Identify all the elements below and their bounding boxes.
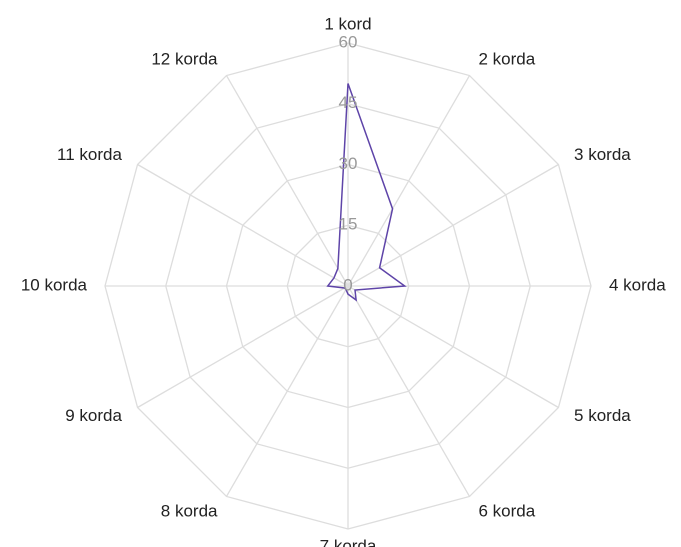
spoke xyxy=(225,285,349,497)
tick-label: 15 xyxy=(339,215,358,234)
tick-label: 0 xyxy=(343,275,352,294)
spoke xyxy=(225,75,349,287)
axis-label: 8 korda xyxy=(161,502,218,521)
axis-label: 4 korda xyxy=(609,275,666,294)
axis-label: 10 korda xyxy=(21,275,88,294)
spoke xyxy=(347,285,559,409)
tick-label: 30 xyxy=(339,154,358,173)
tick-label: 60 xyxy=(339,32,358,51)
spoke xyxy=(347,285,471,497)
axis-label: 5 korda xyxy=(574,406,631,425)
axis-label: 6 korda xyxy=(479,502,536,521)
tick-label: 45 xyxy=(339,93,358,112)
axis-label: 3 korda xyxy=(574,145,631,164)
spoke xyxy=(347,75,471,287)
axis-label: 2 korda xyxy=(479,49,536,68)
spoke xyxy=(137,163,349,287)
axis-label: 1 kord xyxy=(324,14,371,33)
axis-label: 9 korda xyxy=(65,406,122,425)
axis-label: 7 korda xyxy=(320,536,377,547)
spoke xyxy=(137,285,349,409)
axis-label: 11 korda xyxy=(57,145,122,164)
series-line xyxy=(326,83,407,302)
axis-label: 12 korda xyxy=(151,49,218,68)
spoke xyxy=(347,163,559,287)
